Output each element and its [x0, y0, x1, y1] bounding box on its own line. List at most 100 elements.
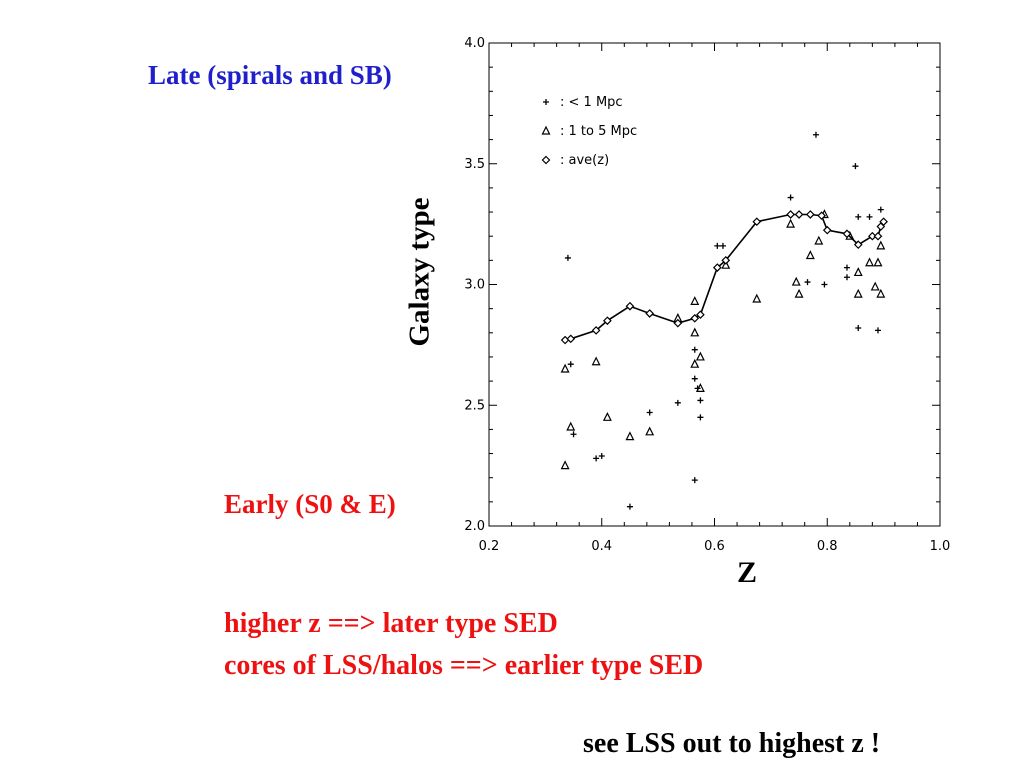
diamond-point — [822, 225, 832, 235]
triangle-point — [814, 235, 824, 245]
triangle-point — [876, 240, 886, 250]
plus-point — [852, 163, 859, 170]
triangle-point — [602, 411, 612, 421]
triangle-point — [690, 327, 700, 337]
x-tick-label: 0.6 — [704, 539, 725, 554]
diamond-point — [690, 313, 700, 323]
plot-frame — [488, 42, 941, 527]
legend-triangle-marker — [541, 125, 551, 135]
late-type-label: Late (spirals and SB) — [148, 60, 392, 90]
axis-ticks — [488, 42, 941, 527]
triangle-point — [690, 358, 700, 368]
note-higher-z: higher z ==> later type SED — [224, 608, 558, 639]
y-tick-label: 3.5 — [464, 157, 485, 172]
y-tick-label: 2.0 — [464, 519, 485, 534]
legend-entry-label: : ave(z) — [560, 153, 609, 168]
triangle-point — [695, 383, 705, 392]
plus-point — [691, 375, 698, 382]
plus-point — [843, 274, 850, 281]
legend-plus-marker — [543, 99, 549, 105]
diamond-point — [868, 231, 877, 241]
triangle-point — [794, 288, 804, 298]
plus-point — [804, 279, 811, 286]
diamond-point — [603, 316, 612, 326]
plus-point — [874, 327, 881, 334]
x-tick-label: 0.4 — [591, 539, 612, 554]
plus-point — [719, 242, 726, 249]
triangle-point — [566, 421, 576, 431]
triangle-point — [695, 351, 705, 361]
plus-point — [855, 213, 862, 220]
triangle-point — [791, 276, 801, 286]
x-axis-label: Z — [736, 556, 758, 589]
plus-point — [787, 194, 794, 201]
y-tick-label: 4.0 — [464, 36, 485, 51]
plus-point — [866, 213, 873, 220]
triangle-point — [645, 426, 655, 436]
legend-entry-label: : 1 to 5 Mpc — [560, 124, 637, 139]
diamond-point — [794, 210, 804, 219]
diamond-point — [873, 231, 883, 241]
plus-point — [593, 455, 600, 462]
legend-diamond-marker — [541, 155, 551, 165]
y-tick-label: 2.5 — [464, 398, 485, 413]
note-cores-lss: cores of LSS/halos ==> earlier type SED — [224, 650, 704, 681]
early-type-label: Early (S0 & E) — [224, 489, 396, 519]
plus-point — [626, 503, 633, 510]
diamond-point — [879, 217, 888, 227]
y-axis-label: Galaxy type — [403, 197, 436, 347]
diamond-point — [805, 210, 815, 219]
legend-entry-label: : < 1 Mpc — [560, 95, 623, 110]
diamond-point — [752, 217, 762, 227]
x-tick-label: 0.8 — [817, 539, 838, 554]
plus-point — [714, 242, 721, 249]
plus-point — [598, 452, 605, 459]
triangle-point — [591, 356, 601, 366]
plus-point — [564, 254, 571, 261]
diamond-point — [712, 263, 722, 272]
plus-point — [691, 346, 698, 353]
plus-point — [843, 264, 850, 271]
triangle-point — [870, 281, 880, 291]
triangle-point — [876, 288, 886, 298]
chart-legend: : < 1 Mpc : 1 to 5 Mpc : ave(z) — [541, 95, 637, 168]
diamond-point — [721, 256, 731, 265]
triangle-point — [805, 250, 815, 260]
triangle-point — [721, 259, 731, 269]
plus-point — [567, 361, 574, 368]
diamond-point — [625, 301, 635, 311]
plus-point — [812, 131, 819, 138]
ave-z-line — [564, 213, 885, 341]
triangle-point — [853, 267, 863, 277]
x-tick-label: 1.0 — [930, 539, 951, 554]
plus-point — [674, 399, 681, 406]
triangle-point — [786, 218, 796, 228]
diamond-point — [786, 210, 795, 219]
diamond-point — [696, 310, 705, 320]
average-line — [564, 213, 885, 341]
diamond-point — [566, 334, 576, 344]
triangle-point — [853, 288, 863, 298]
y-tick-label: 3.0 — [464, 278, 485, 293]
plus-point — [697, 397, 704, 404]
plus-point — [697, 414, 704, 421]
diamond-point — [645, 309, 655, 318]
triangle-point — [752, 293, 762, 303]
triangle-point — [690, 296, 700, 306]
plus-point — [646, 409, 653, 416]
plus-point — [821, 281, 828, 288]
axis-tick-labels: 0.2 0.4 0.6 0.8 1.0 2.0 2.5 3.0 3.5 4.0 — [464, 36, 950, 554]
plus-point — [691, 477, 698, 484]
triangle-point — [865, 257, 875, 267]
diamond-point — [817, 211, 826, 221]
x-tick-label: 0.2 — [479, 539, 500, 554]
diamond-point — [673, 318, 683, 328]
plus-point — [570, 431, 577, 438]
diamond-point — [842, 229, 852, 239]
triangle-point — [873, 257, 883, 267]
plus-point — [877, 206, 884, 213]
diamond-point — [591, 326, 601, 335]
data-points — [560, 131, 888, 510]
note-see-lss: see LSS out to highest z ! — [583, 728, 881, 759]
